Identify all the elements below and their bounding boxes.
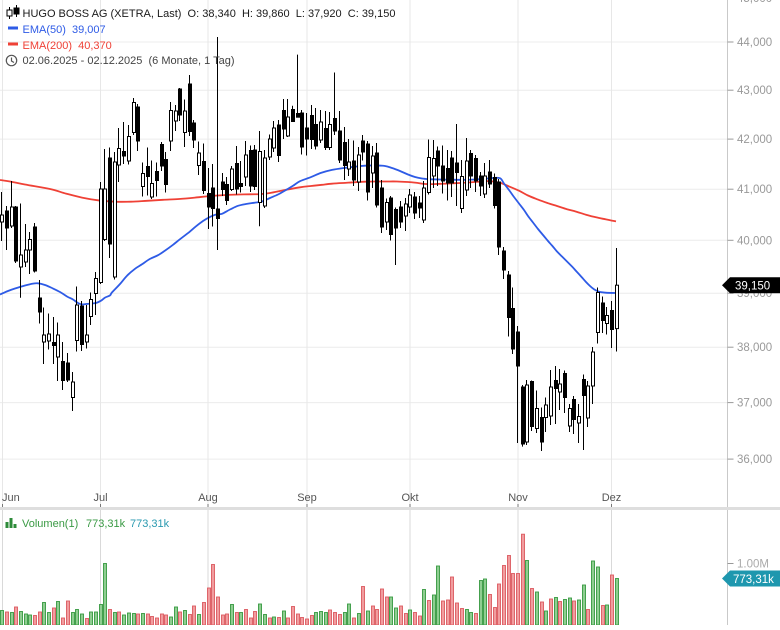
svg-text:Dez: Dez [602, 492, 622, 504]
svg-text:38,000: 38,000 [737, 342, 772, 354]
svg-text:02.06.2025 - 02.12.2025 (6 Mo: 02.06.2025 - 02.12.2025 (6 Monate, 1 Tag… [23, 55, 235, 67]
svg-text:773,31k: 773,31k [86, 518, 126, 530]
svg-text:EMA(200) 40,370: EMA(200) 40,370 [23, 40, 112, 52]
svg-text:43,000: 43,000 [737, 85, 772, 97]
svg-text:36,000: 36,000 [737, 454, 772, 466]
svg-text:Volumen(1): Volumen(1) [22, 518, 78, 530]
svg-text:Okt: Okt [401, 492, 418, 504]
svg-text:41,000: 41,000 [737, 184, 772, 196]
svg-text:40,000: 40,000 [737, 235, 772, 247]
svg-text:EMA(50) 39,007: EMA(50) 39,007 [23, 24, 106, 36]
svg-text:773,31k: 773,31k [733, 574, 774, 586]
svg-text:HUGO BOSS AG (XETRA, Last) O:: HUGO BOSS AG (XETRA, Last) O: 38,340 H: … [23, 8, 396, 20]
svg-text:44,000: 44,000 [737, 37, 772, 49]
svg-text:Nov: Nov [508, 492, 528, 504]
svg-text:Sep: Sep [297, 492, 317, 504]
svg-text:45,000: 45,000 [737, 0, 772, 5]
svg-text:37,000: 37,000 [737, 398, 772, 410]
svg-text:39,150: 39,150 [735, 281, 770, 293]
svg-text:1.00M: 1.00M [737, 559, 769, 571]
svg-text:Jul: Jul [93, 492, 107, 504]
svg-text:Aug: Aug [198, 492, 218, 504]
svg-text:Jun: Jun [2, 492, 20, 504]
svg-text:773,31k: 773,31k [130, 518, 170, 530]
svg-text:45,000: 45,000 [737, 0, 772, 3]
svg-text:42,000: 42,000 [737, 134, 772, 146]
